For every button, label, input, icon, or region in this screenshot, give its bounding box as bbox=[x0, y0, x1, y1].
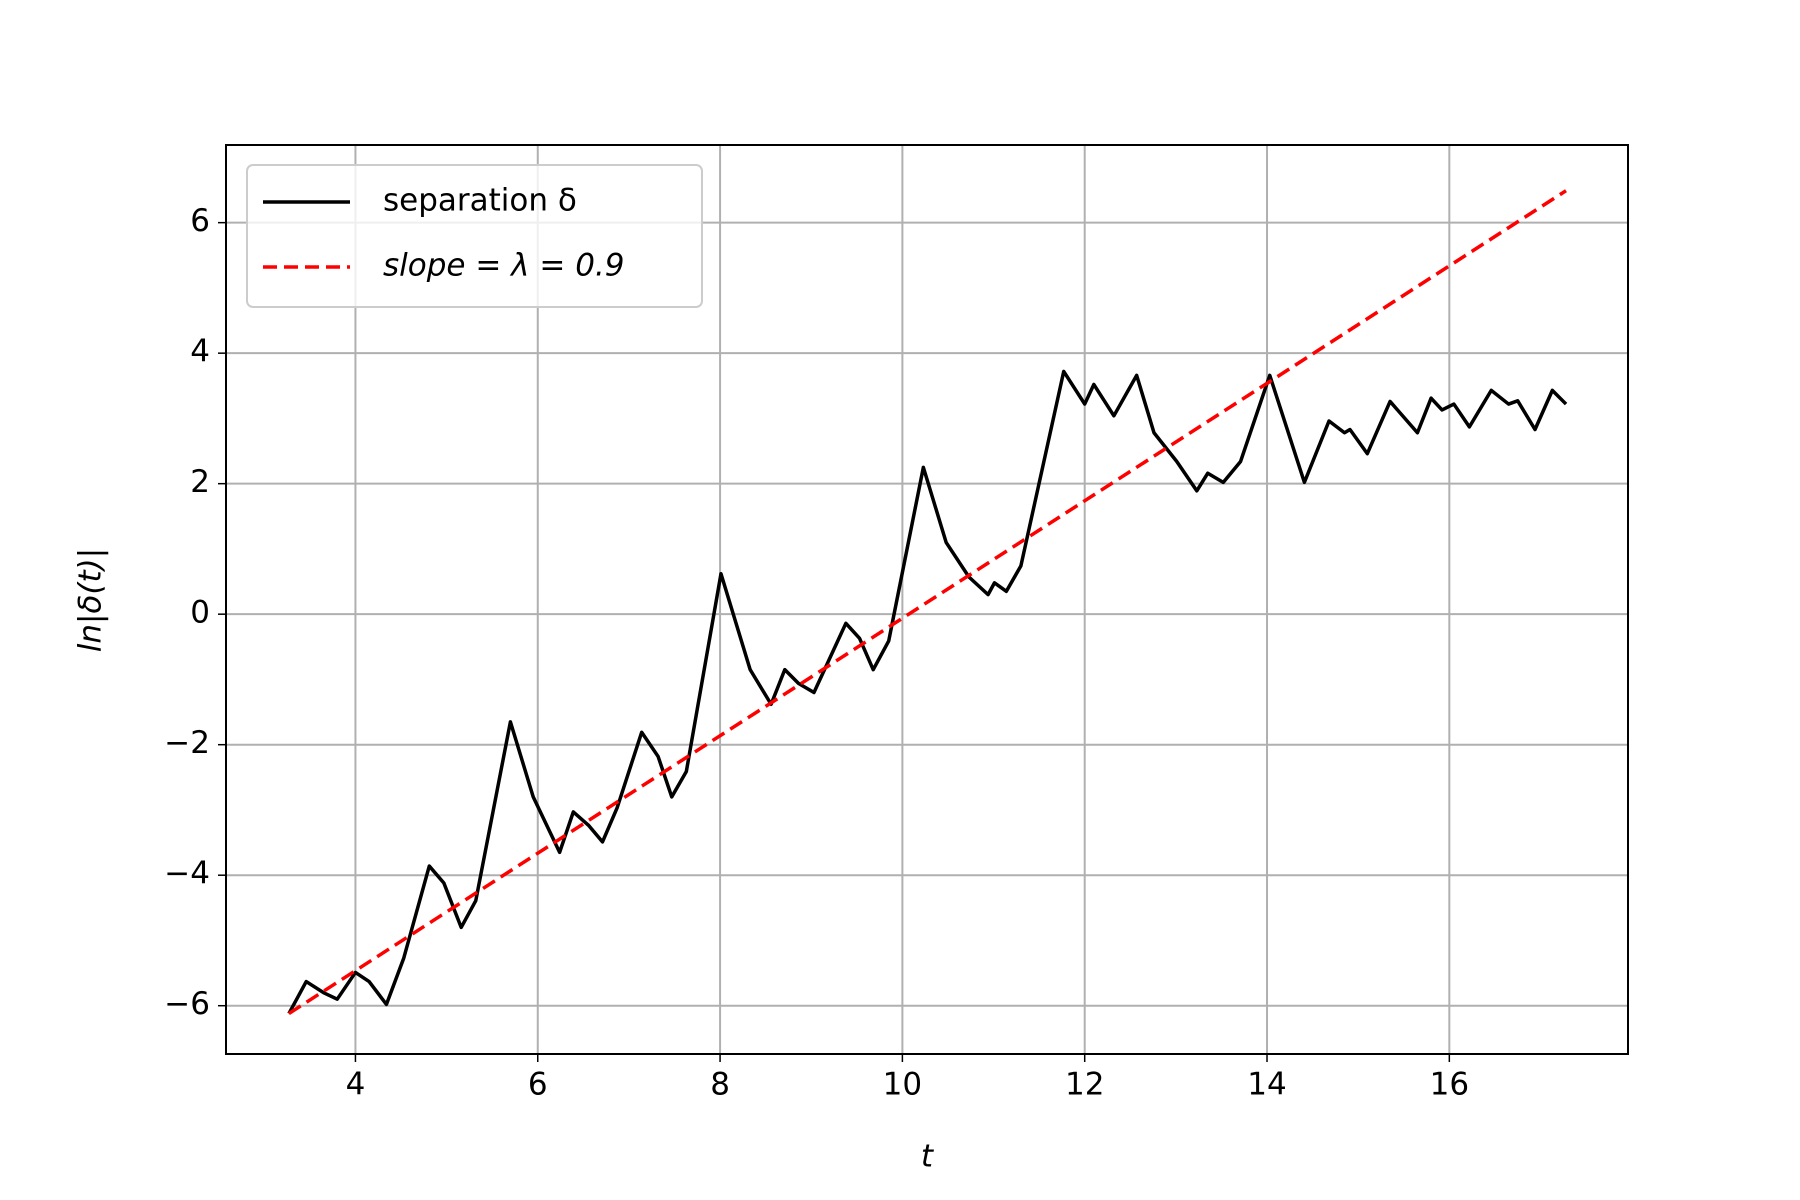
x-tick-label: 10 bbox=[883, 1067, 922, 1103]
plot-frame bbox=[225, 144, 1629, 1055]
y-tick-label: −2 bbox=[164, 725, 210, 761]
data-line bbox=[287, 369, 1568, 1015]
x-tick-label: 4 bbox=[346, 1067, 366, 1103]
legend-box bbox=[246, 164, 703, 308]
y-tick-label: 2 bbox=[190, 464, 210, 500]
x-tick-label: 14 bbox=[1247, 1067, 1286, 1103]
x-tick-label: 16 bbox=[1430, 1067, 1469, 1103]
x-axis-label: t bbox=[921, 1139, 935, 1175]
y-tick-label: −6 bbox=[164, 986, 210, 1022]
y-axis-label: ln|δ(t)| bbox=[73, 548, 109, 652]
x-tick-label: 12 bbox=[1065, 1067, 1104, 1103]
legend-label: slope = λ = 0.9 bbox=[383, 248, 625, 284]
y-tick-label: 0 bbox=[190, 595, 210, 631]
y-tick-label: 6 bbox=[190, 203, 210, 239]
y-tick-label: −4 bbox=[164, 856, 210, 892]
y-tick-label: 4 bbox=[190, 334, 210, 370]
x-tick-label: 8 bbox=[710, 1067, 730, 1103]
x-tick-label: 6 bbox=[528, 1067, 548, 1103]
data-line bbox=[287, 189, 1567, 1016]
legend-label: separation δ bbox=[383, 183, 577, 219]
